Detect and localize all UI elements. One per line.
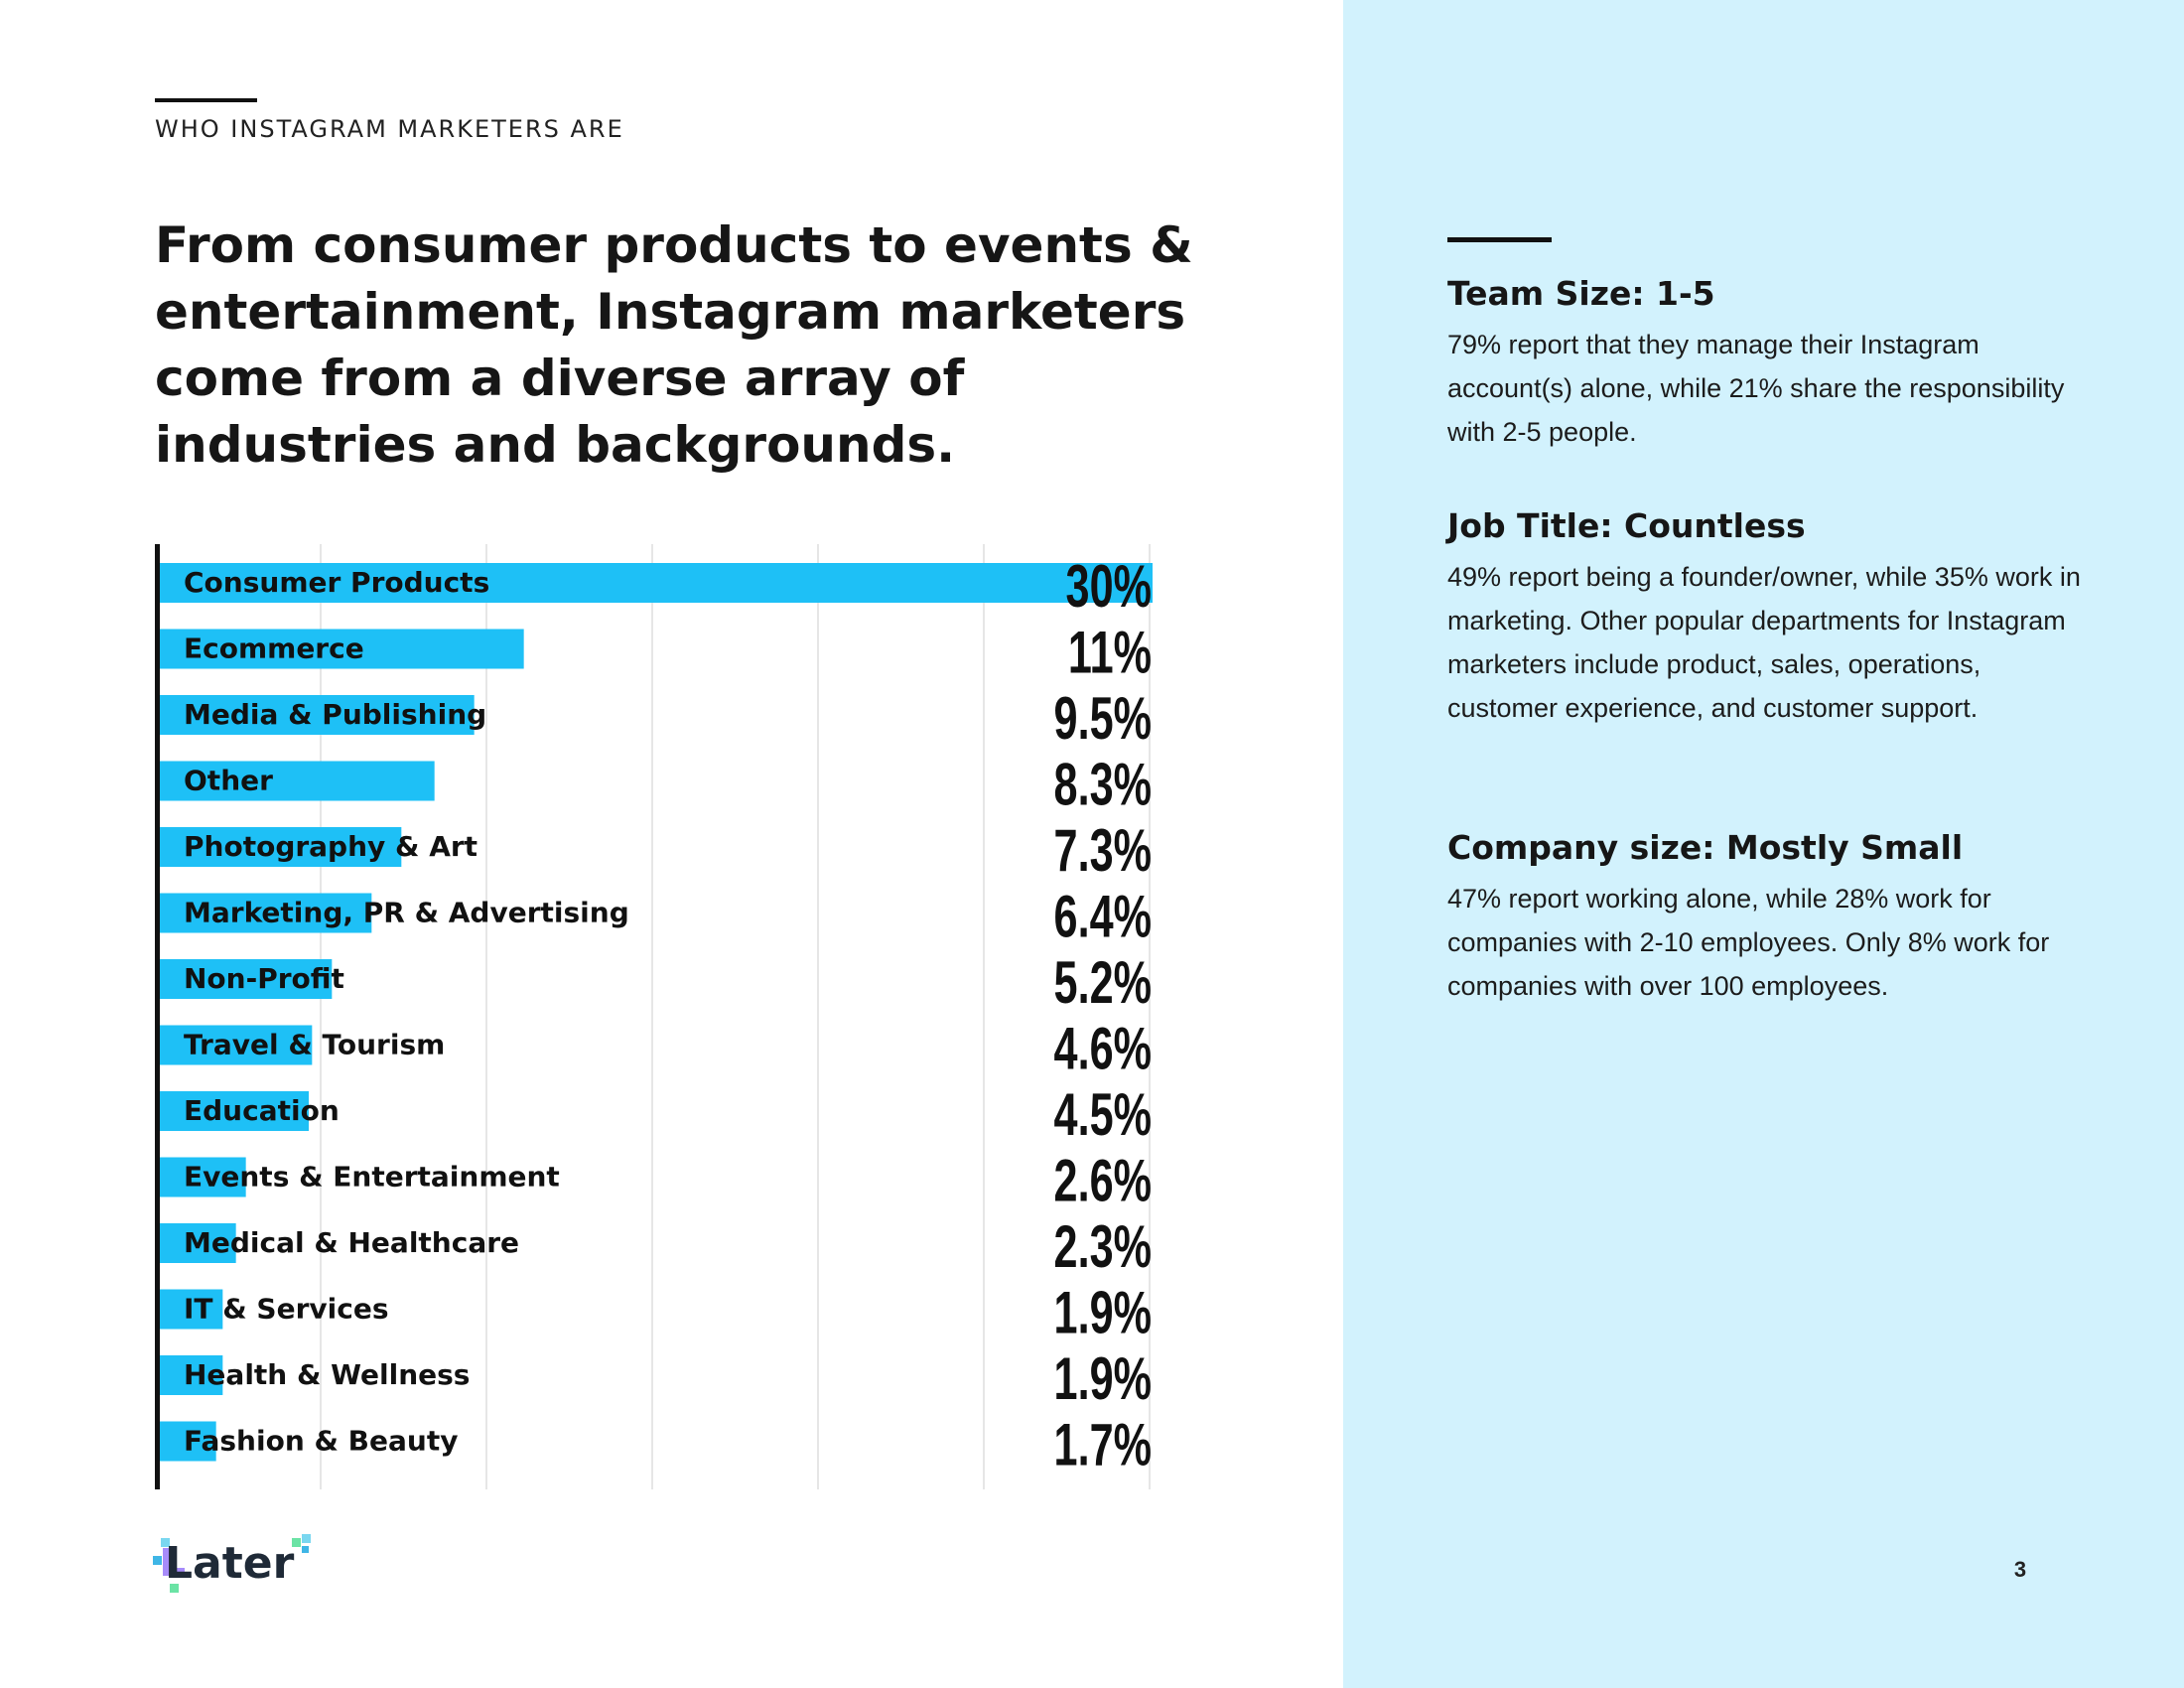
- chart-value-label: 4.6%: [1054, 1017, 1152, 1083]
- chart-bar: [160, 1025, 313, 1065]
- chart-value-label: 6.4%: [1054, 885, 1152, 951]
- chart-category-label: Marketing, PR & Advertising: [184, 897, 629, 929]
- chart-bar: [160, 893, 372, 933]
- insights-panel: Team Size: 1-5 79% report that they mana…: [1343, 0, 2184, 1688]
- chart-category-label: IT & Services: [184, 1293, 389, 1326]
- chart-value-label: 8.3%: [1054, 753, 1152, 819]
- chart-category-label: Medical & Healthcare: [184, 1226, 519, 1259]
- chart-category-label: Fashion & Beauty: [184, 1425, 458, 1458]
- chart-bar: [160, 959, 333, 999]
- chart-category-label: Events & Entertainment: [184, 1161, 560, 1194]
- later-logo: Later: [153, 1534, 311, 1593]
- team-size-block: Team Size: 1-5 79% report that they mana…: [1447, 274, 2083, 454]
- chart-category-label: Non-Profit: [184, 962, 344, 995]
- section-accent-line: [155, 98, 257, 102]
- panel-accent-line: [1447, 237, 1552, 242]
- job-title-body: 49% report being a founder/owner, while …: [1447, 562, 2081, 723]
- team-size-body: 79% report that they manage their Instag…: [1447, 330, 2065, 447]
- chart-bar: [160, 1421, 216, 1462]
- chart-bar: [160, 629, 524, 669]
- job-title-block: Job Title: Countless 49% report being a …: [1447, 506, 2083, 730]
- chart-bar: [160, 1223, 236, 1263]
- chart-value-label: 1.7%: [1054, 1413, 1152, 1479]
- logo-wordmark: Later: [165, 1538, 295, 1589]
- page-headline: From consumer products to events & enter…: [155, 216, 1193, 474]
- chart-value-label: 11%: [1068, 621, 1152, 687]
- chart-bar: [160, 827, 402, 867]
- chart-category-label: Media & Publishing: [184, 698, 486, 731]
- chart-category-label: Consumer Products: [184, 566, 489, 599]
- chart-value-label: 1.9%: [1054, 1346, 1152, 1413]
- chart-value-label: 9.5%: [1054, 686, 1152, 753]
- chart-axis-line: [155, 544, 160, 1489]
- chart-category-label: Health & Wellness: [184, 1358, 470, 1391]
- section-eyebrow: WHO INSTAGRAM MARKETERS ARE: [155, 115, 624, 143]
- chart-bar: [160, 563, 1153, 603]
- chart-value-label: 30%: [1066, 554, 1152, 621]
- company-size-title: Company size: Mostly Small: [1447, 828, 1964, 867]
- chart-bar: [160, 695, 475, 735]
- chart-value-label: 2.6%: [1054, 1149, 1152, 1215]
- chart-bar: [160, 1091, 309, 1131]
- industry-bar-chart: Consumer Products Ecommerce Media & Publis…: [155, 544, 1153, 1489]
- team-size-title: Team Size: 1-5: [1447, 274, 1715, 313]
- chart-bar: [160, 1289, 223, 1330]
- chart-bar: [160, 1157, 246, 1197]
- chart-category-label: Photography & Art: [184, 830, 478, 863]
- job-title-title: Job Title: Countless: [1447, 506, 1806, 545]
- chart-value-label: 2.3%: [1054, 1214, 1152, 1281]
- chart-value-label: 4.5%: [1054, 1082, 1152, 1149]
- chart-category-label: Education: [184, 1094, 340, 1127]
- chart-bar: [160, 1355, 223, 1395]
- chart-value-label: 7.3%: [1054, 818, 1152, 885]
- chart-category-label: Ecommerce: [184, 633, 364, 665]
- company-size-block: Company size: Mostly Small 47% report wo…: [1447, 828, 2083, 1008]
- page-number: 3: [2013, 1557, 2027, 1582]
- chart-value-label: 1.9%: [1054, 1281, 1152, 1347]
- chart-category-label: Travel & Tourism: [184, 1029, 445, 1061]
- chart-category-label: Other: [184, 765, 273, 797]
- chart-bar: [160, 761, 435, 801]
- chart-value-label: 5.2%: [1054, 950, 1152, 1017]
- company-size-body: 47% report working alone, while 28% work…: [1447, 884, 2050, 1001]
